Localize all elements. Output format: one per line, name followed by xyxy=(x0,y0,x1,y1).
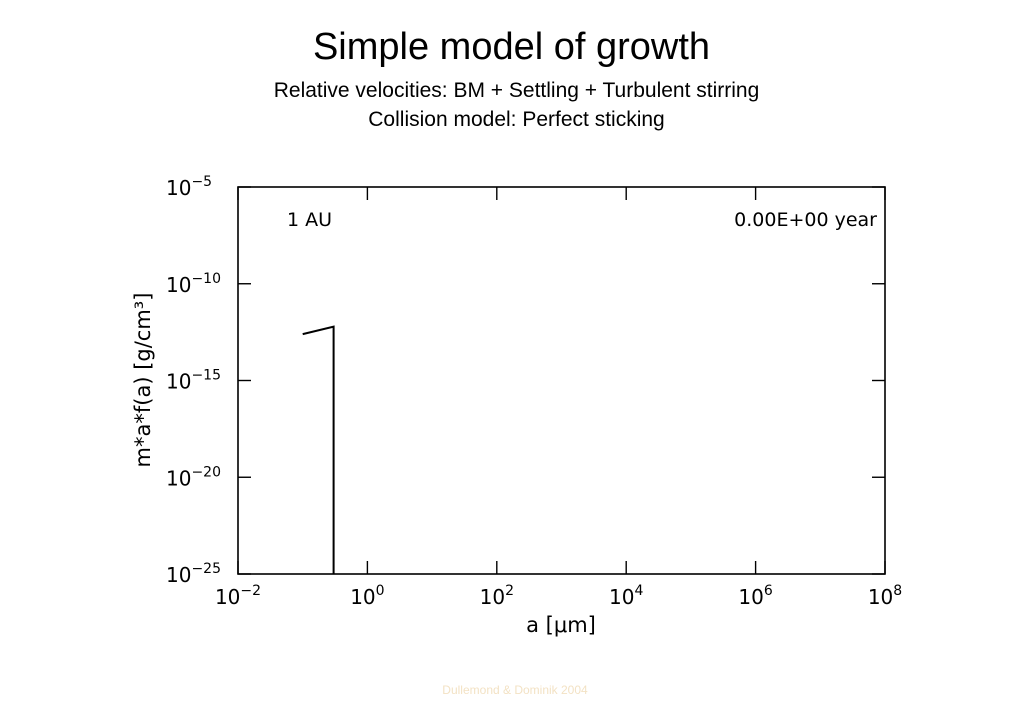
x-tick-label: 102 xyxy=(480,583,514,609)
x-axis-label: a [μm] xyxy=(526,613,596,637)
y-tick-label: 10−10 xyxy=(166,271,221,297)
axis-ticks xyxy=(237,186,886,575)
annotation-time: 0.00E+00 year xyxy=(734,209,877,231)
slide-subtitle-collision: Collision model: Perfect sticking xyxy=(368,108,665,131)
y-tick-label: 10−15 xyxy=(166,368,221,394)
x-tick-label: 108 xyxy=(868,583,902,609)
x-tick-label: 106 xyxy=(738,583,772,609)
series-line xyxy=(302,325,335,574)
slide-title: Simple model of growth xyxy=(312,26,711,68)
y-tick-label: 10−5 xyxy=(166,174,212,200)
credit-text: Dullemond & Dominik 2004 xyxy=(442,683,588,697)
y-axis-label: m*a*f(a) [g/cm³] xyxy=(131,293,155,468)
y-tick-label: 10−20 xyxy=(166,464,221,490)
plot-frame xyxy=(237,186,886,575)
x-tick-label: 10−2 xyxy=(215,583,261,609)
x-tick-label: 100 xyxy=(350,583,384,609)
axis-tick-labels: 10−2 100 102 104 106 108 10−5 10−10 10−15 10−20 10… xyxy=(166,174,902,609)
series-layer xyxy=(302,325,335,574)
annotation-distance: 1 AU xyxy=(287,209,332,231)
y-tick-label: 10−25 xyxy=(166,561,221,587)
x-tick-label: 104 xyxy=(609,583,643,609)
slide-subtitle-velocities: Relative velocities: BM + Settling + Tur… xyxy=(273,79,760,102)
